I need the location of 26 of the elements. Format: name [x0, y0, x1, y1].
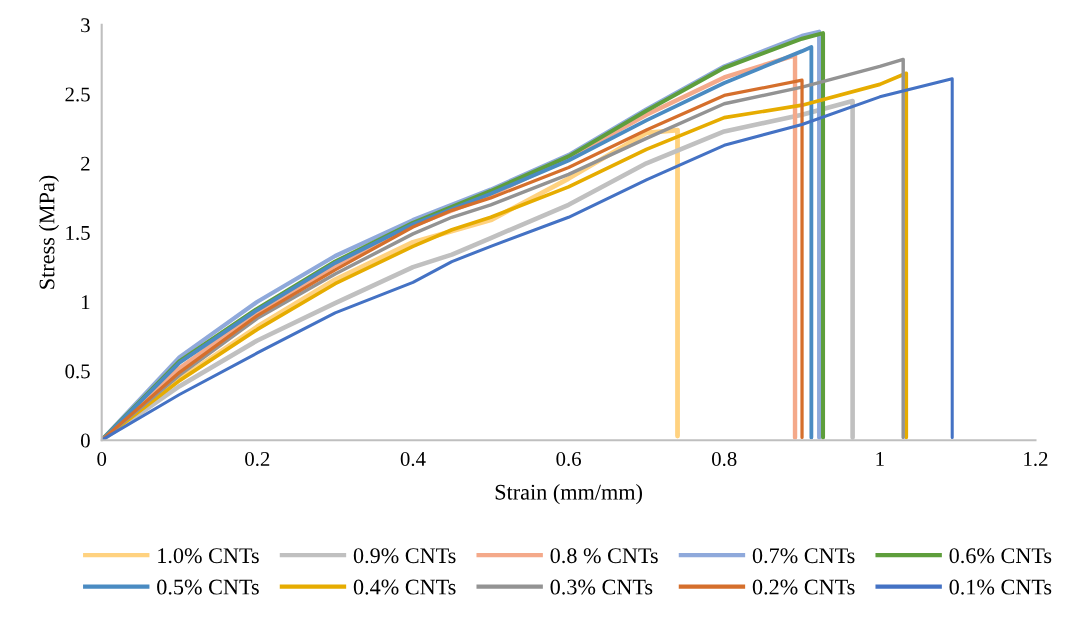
legend-label: 0.7% CNTs: [752, 548, 855, 564]
legend-label: 0.2% CNTs: [752, 579, 855, 595]
y-tick-label: 3: [81, 18, 90, 33]
y-tick-label: 1: [82, 295, 90, 309]
y-tick-label: 0: [80, 433, 90, 448]
x-tick-label: 0.2: [245, 451, 270, 467]
legend-label: 0.9% CNTs: [353, 548, 456, 564]
x-axis-title: Strain (mm/mm): [495, 484, 642, 505]
legend-label: 0.6% CNTs: [949, 548, 1052, 564]
legend-label: 0.8 % CNTs: [550, 548, 658, 564]
legend-label: 0.4% CNTs: [353, 579, 456, 595]
y-tick-label: 0.5: [65, 364, 90, 379]
y-axis-title: Stress (MPa): [38, 175, 59, 289]
legend-label: 0.1% CNTs: [949, 579, 1052, 595]
y-tick-label: 2.5: [65, 87, 90, 102]
x-tick-label: 0: [97, 451, 107, 466]
y-tick-label: 1.5: [66, 225, 90, 241]
legend-label: 0.3% CNTs: [550, 579, 653, 595]
x-tick-label: 0.4: [400, 451, 426, 467]
legend-label: 1.0% CNTs: [158, 548, 259, 564]
x-tick-label: 0.6: [556, 451, 581, 467]
x-tick-label: 1.2: [1024, 451, 1048, 467]
y-tick-label: 2: [81, 156, 90, 171]
legend-label: 0.5% CNTs: [157, 579, 259, 595]
x-tick-label: 1: [876, 451, 884, 466]
x-tick-label: 0.8: [711, 451, 737, 467]
